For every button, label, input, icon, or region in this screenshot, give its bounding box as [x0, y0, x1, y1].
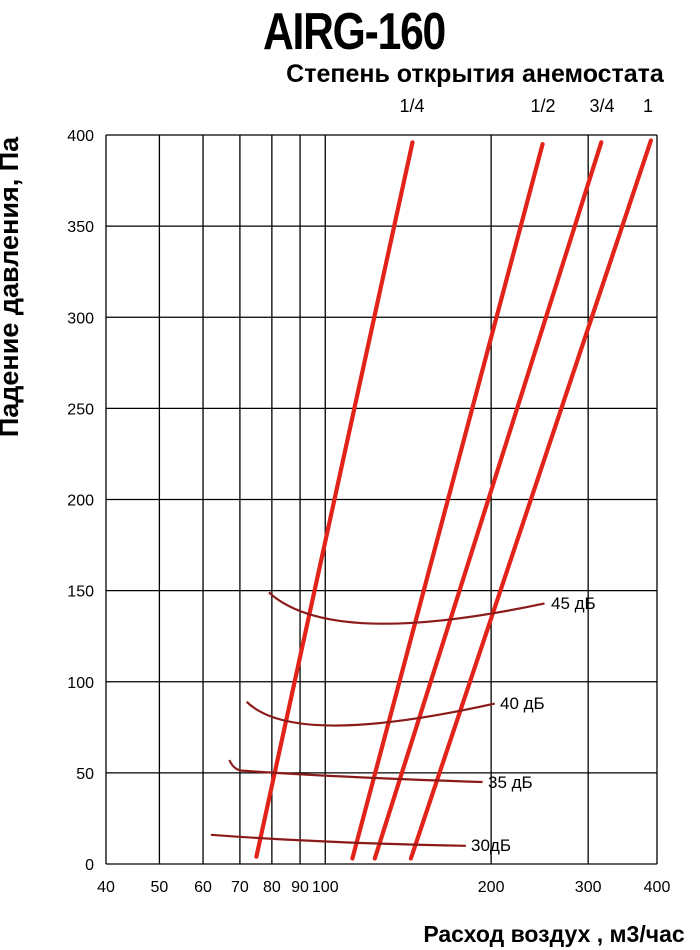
svg-text:40 дБ: 40 дБ [500, 694, 545, 713]
svg-text:300: 300 [67, 310, 94, 327]
svg-text:45 дБ: 45 дБ [551, 594, 596, 613]
svg-text:1: 1 [643, 96, 653, 116]
svg-text:50: 50 [76, 766, 94, 783]
svg-text:50: 50 [151, 879, 169, 896]
svg-text:30дБ: 30дБ [471, 836, 511, 855]
svg-text:400: 400 [644, 879, 671, 896]
svg-text:150: 150 [67, 584, 94, 601]
svg-text:3/4: 3/4 [589, 96, 614, 116]
svg-text:1/4: 1/4 [399, 96, 424, 116]
svg-text:1/2: 1/2 [530, 96, 555, 116]
svg-text:Расход воздух , м3/час: Расход воздух , м3/час [423, 921, 685, 947]
svg-text:100: 100 [67, 675, 94, 692]
svg-text:70: 70 [231, 879, 249, 896]
svg-text:Падение давления, Па: Падение давления, Па [0, 136, 24, 437]
svg-text:60: 60 [194, 879, 212, 896]
svg-text:250: 250 [67, 401, 94, 418]
svg-text:0: 0 [85, 857, 94, 874]
svg-text:90: 90 [291, 879, 309, 896]
svg-text:200: 200 [67, 493, 94, 510]
svg-text:80: 80 [263, 879, 281, 896]
svg-text:100: 100 [312, 879, 339, 896]
svg-text:200: 200 [478, 879, 505, 896]
svg-text:400: 400 [67, 128, 94, 145]
svg-text:40: 40 [97, 879, 115, 896]
svg-text:350: 350 [67, 219, 94, 236]
svg-text:35 дБ: 35 дБ [488, 773, 533, 792]
svg-text:300: 300 [575, 879, 602, 896]
